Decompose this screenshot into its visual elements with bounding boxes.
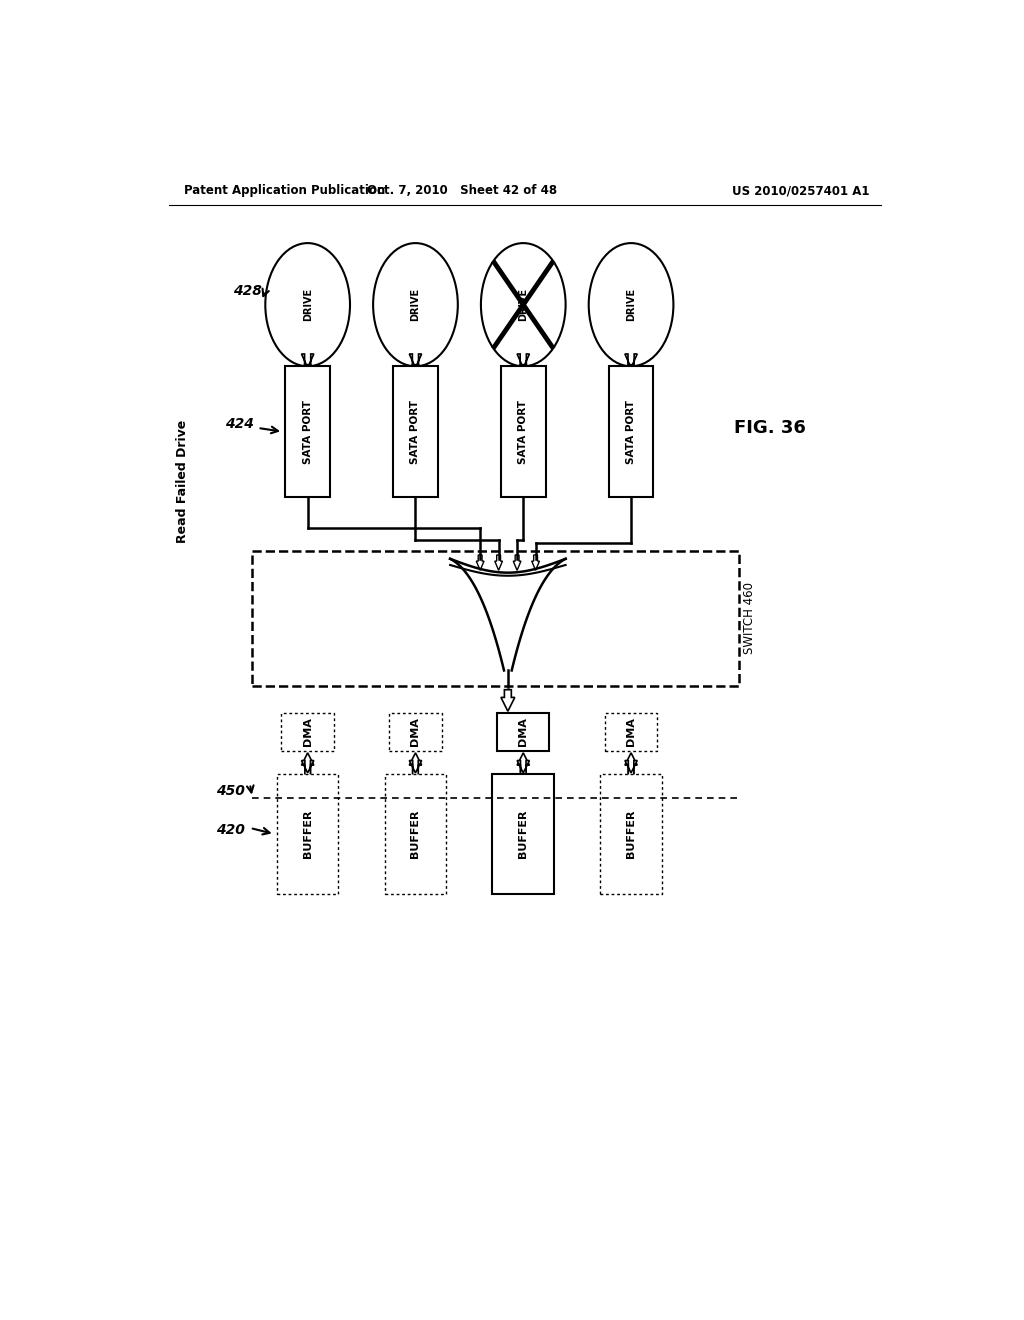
Bar: [252, 552, 739, 686]
Text: SATA PORT: SATA PORT: [411, 400, 421, 463]
Bar: [501, 367, 546, 498]
Text: Oct. 7, 2010   Sheet 42 of 48: Oct. 7, 2010 Sheet 42 of 48: [367, 185, 557, 197]
Polygon shape: [625, 752, 637, 796]
Ellipse shape: [589, 243, 674, 367]
Text: FIG. 36: FIG. 36: [734, 418, 806, 437]
Polygon shape: [301, 760, 313, 812]
Text: DMA: DMA: [411, 718, 421, 747]
Text: 450: 450: [216, 784, 245, 799]
Bar: [493, 775, 554, 894]
Text: Read Failed Drive: Read Failed Drive: [176, 420, 189, 544]
Text: 428: 428: [232, 284, 261, 298]
Bar: [385, 775, 446, 894]
Polygon shape: [517, 364, 529, 381]
Text: DMA: DMA: [518, 718, 528, 747]
Bar: [605, 713, 657, 751]
Text: SWITCH 460: SWITCH 460: [742, 582, 756, 655]
Text: DRIVE: DRIVE: [411, 288, 421, 321]
Text: DRIVE: DRIVE: [626, 288, 636, 321]
Polygon shape: [517, 752, 529, 796]
Text: SATA PORT: SATA PORT: [518, 400, 528, 463]
Text: US 2010/0257401 A1: US 2010/0257401 A1: [732, 185, 869, 197]
Text: Patent Application Publication: Patent Application Publication: [184, 185, 386, 197]
Text: DMA: DMA: [626, 718, 636, 747]
Text: DMA: DMA: [303, 718, 312, 747]
Bar: [389, 713, 441, 751]
Bar: [276, 775, 339, 894]
Bar: [497, 713, 550, 751]
Polygon shape: [513, 554, 521, 570]
Text: BUFFER: BUFFER: [518, 810, 528, 858]
Polygon shape: [410, 354, 422, 368]
Polygon shape: [531, 554, 540, 570]
Text: DRIVE: DRIVE: [518, 288, 528, 321]
Polygon shape: [476, 554, 484, 570]
Polygon shape: [410, 760, 422, 812]
Ellipse shape: [373, 243, 458, 367]
Text: SATA PORT: SATA PORT: [626, 400, 636, 463]
Ellipse shape: [481, 243, 565, 367]
Text: 424: 424: [225, 417, 254, 432]
Polygon shape: [301, 364, 313, 381]
Polygon shape: [301, 752, 313, 796]
Text: DRIVE: DRIVE: [303, 288, 312, 321]
Text: SATA PORT: SATA PORT: [303, 400, 312, 463]
Bar: [600, 775, 662, 894]
Text: BUFFER: BUFFER: [411, 810, 421, 858]
Bar: [393, 367, 438, 498]
Text: BUFFER: BUFFER: [626, 810, 636, 858]
Polygon shape: [301, 354, 313, 368]
Bar: [286, 367, 330, 498]
Ellipse shape: [265, 243, 350, 367]
Polygon shape: [501, 689, 515, 711]
Polygon shape: [625, 760, 637, 812]
Polygon shape: [625, 354, 637, 368]
Polygon shape: [625, 364, 637, 381]
Polygon shape: [410, 364, 422, 381]
Polygon shape: [495, 554, 503, 570]
Text: BUFFER: BUFFER: [303, 810, 312, 858]
Polygon shape: [410, 752, 422, 796]
Bar: [608, 367, 653, 498]
Bar: [282, 713, 334, 751]
Polygon shape: [517, 760, 529, 812]
Polygon shape: [517, 354, 529, 368]
Text: 420: 420: [216, 824, 245, 837]
